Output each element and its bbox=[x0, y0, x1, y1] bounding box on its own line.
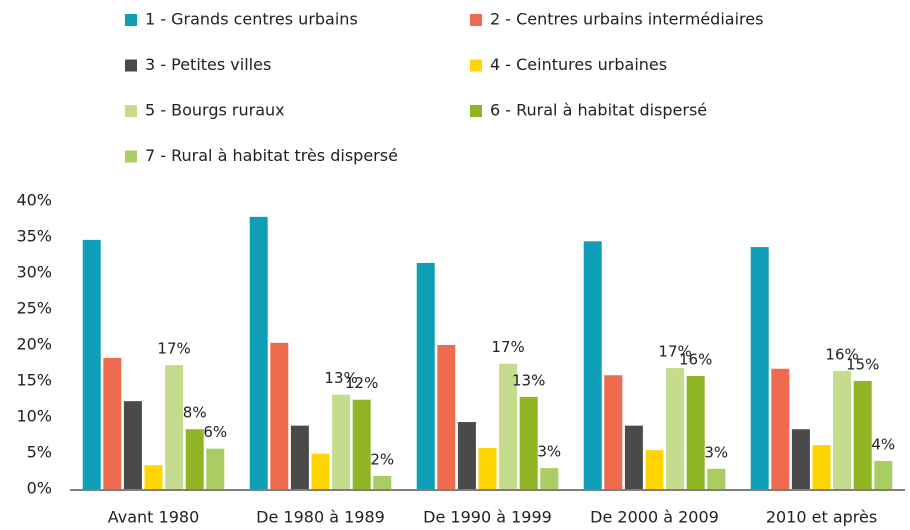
bar bbox=[437, 345, 456, 489]
legend-label: 1 - Grands centres urbains bbox=[145, 10, 358, 29]
y-tick-label: 20% bbox=[16, 335, 52, 354]
bar bbox=[604, 375, 623, 489]
bar bbox=[853, 381, 872, 489]
legend-marker bbox=[125, 150, 137, 163]
bar bbox=[540, 468, 559, 489]
bar bbox=[750, 247, 769, 489]
bar bbox=[185, 429, 204, 489]
legend-marker bbox=[125, 59, 137, 72]
bar bbox=[332, 394, 351, 489]
y-tick-label: 5% bbox=[27, 443, 52, 462]
bar bbox=[416, 262, 435, 489]
value-label: 12% bbox=[345, 374, 378, 392]
value-label: 3% bbox=[704, 443, 728, 461]
legend-label: 3 - Petites villes bbox=[145, 55, 271, 74]
legend-label: 4 - Ceintures urbaines bbox=[490, 55, 667, 74]
y-tick-label: 25% bbox=[16, 299, 52, 318]
bar bbox=[645, 450, 664, 489]
legend-marker bbox=[125, 105, 137, 117]
value-label: 15% bbox=[846, 356, 879, 374]
bar bbox=[791, 429, 810, 489]
legend-marker bbox=[470, 14, 482, 26]
y-tick-label: 10% bbox=[16, 407, 52, 426]
y-tick-label: 15% bbox=[16, 371, 52, 390]
legend-marker bbox=[470, 59, 482, 72]
x-tick-label: Avant 1980 bbox=[108, 508, 200, 527]
bar bbox=[499, 363, 518, 489]
legend-label: 2 - Centres urbains intermédiaires bbox=[490, 10, 763, 29]
value-label: 4% bbox=[871, 435, 895, 453]
x-tick-label: De 2000 à 2009 bbox=[590, 508, 719, 527]
bar bbox=[311, 453, 330, 489]
legend-marker bbox=[125, 14, 137, 26]
bar bbox=[352, 399, 371, 489]
value-label: 8% bbox=[183, 404, 207, 422]
bar bbox=[686, 375, 705, 489]
y-tick-label: 0% bbox=[27, 479, 52, 498]
bar bbox=[624, 425, 643, 489]
y-tick-label: 35% bbox=[16, 227, 52, 246]
bar bbox=[478, 447, 497, 489]
bar bbox=[249, 216, 268, 489]
legend-marker bbox=[470, 105, 482, 117]
value-label: 16% bbox=[679, 350, 712, 368]
value-label: 13% bbox=[324, 369, 357, 387]
bar bbox=[457, 422, 476, 489]
legend-label: 6 - Rural à habitat dispersé bbox=[490, 101, 707, 120]
bar bbox=[82, 239, 101, 489]
y-tick-label: 30% bbox=[16, 263, 52, 282]
bar bbox=[707, 468, 726, 489]
legend-label: 5 - Bourgs ruraux bbox=[145, 101, 285, 120]
bar bbox=[373, 476, 392, 489]
value-label: 17% bbox=[658, 343, 691, 361]
bar bbox=[165, 365, 184, 489]
value-label: 16% bbox=[825, 345, 858, 363]
bar bbox=[103, 357, 122, 489]
x-tick-label: De 1980 à 1989 bbox=[256, 508, 385, 527]
bar bbox=[144, 465, 163, 489]
bar bbox=[812, 445, 831, 489]
bar bbox=[874, 460, 893, 489]
value-label: 13% bbox=[512, 371, 545, 389]
bar bbox=[290, 425, 309, 489]
x-tick-label: De 1990 à 1999 bbox=[423, 508, 552, 527]
value-label: 6% bbox=[203, 423, 227, 441]
y-tick-label: 40% bbox=[16, 191, 52, 210]
bar bbox=[771, 368, 790, 489]
bar bbox=[583, 241, 602, 489]
x-tick-label: 2010 et après bbox=[766, 508, 877, 527]
bar bbox=[833, 370, 852, 489]
value-label: 17% bbox=[157, 340, 190, 358]
bar bbox=[519, 396, 538, 489]
value-label: 2% bbox=[370, 451, 394, 469]
bar bbox=[123, 401, 142, 489]
legend-label: 7 - Rural à habitat très dispersé bbox=[145, 146, 398, 165]
value-label: 3% bbox=[537, 443, 561, 461]
bar bbox=[666, 368, 685, 489]
value-label: 17% bbox=[491, 338, 524, 356]
bar bbox=[270, 342, 289, 489]
bar bbox=[206, 448, 225, 489]
